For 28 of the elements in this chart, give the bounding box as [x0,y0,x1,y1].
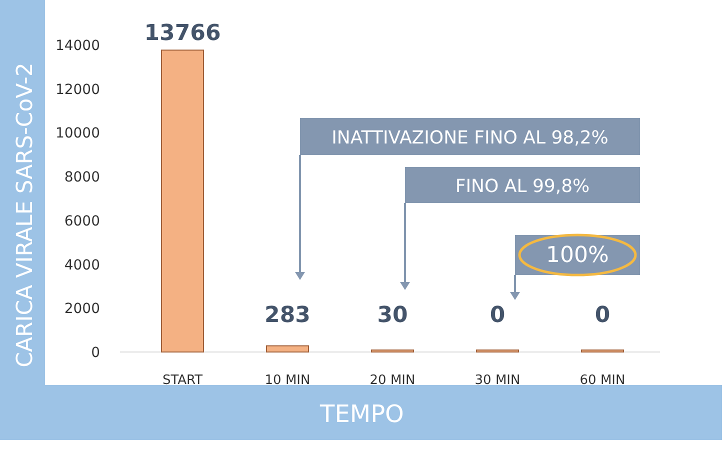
y-tick-label: 6000 [64,213,100,230]
data-label: 0 [594,303,610,328]
bar [266,345,309,352]
annotation: 100% [546,243,609,268]
y-tick-label: 4000 [64,257,100,274]
x-tick-label: START [162,373,203,388]
y-tick-label: 8000 [64,170,100,186]
annotation: INATTIVAZIONE FINO AL 98,2% [332,128,608,148]
y-tick-label: 14000 [55,38,100,54]
bar [371,350,414,352]
y-tick-label: 0 [91,345,100,361]
bar [161,50,204,352]
y-tick-label: 2000 [64,301,100,318]
data-label: 30 [377,303,408,328]
x-tick-label: 10 MIN [264,373,310,388]
annotation: FINO AL 99,8% [455,176,590,197]
y-tick-label: 12000 [55,82,100,98]
y-axis-title: CARICA VIRALE SARS-CoV-2 [13,62,38,368]
data-label: 283 [264,303,310,328]
bar [581,350,624,352]
x-tick-label: 20 MIN [370,373,416,388]
bar [476,350,519,352]
data-label: 0 [490,303,506,328]
x-axis-title: TEMPO [319,400,404,428]
y-tick-label: 10000 [55,126,100,142]
x-tick-label: 30 MIN [474,373,520,388]
data-label: 13766 [144,21,221,46]
x-tick-label: 60 MIN [580,373,626,388]
